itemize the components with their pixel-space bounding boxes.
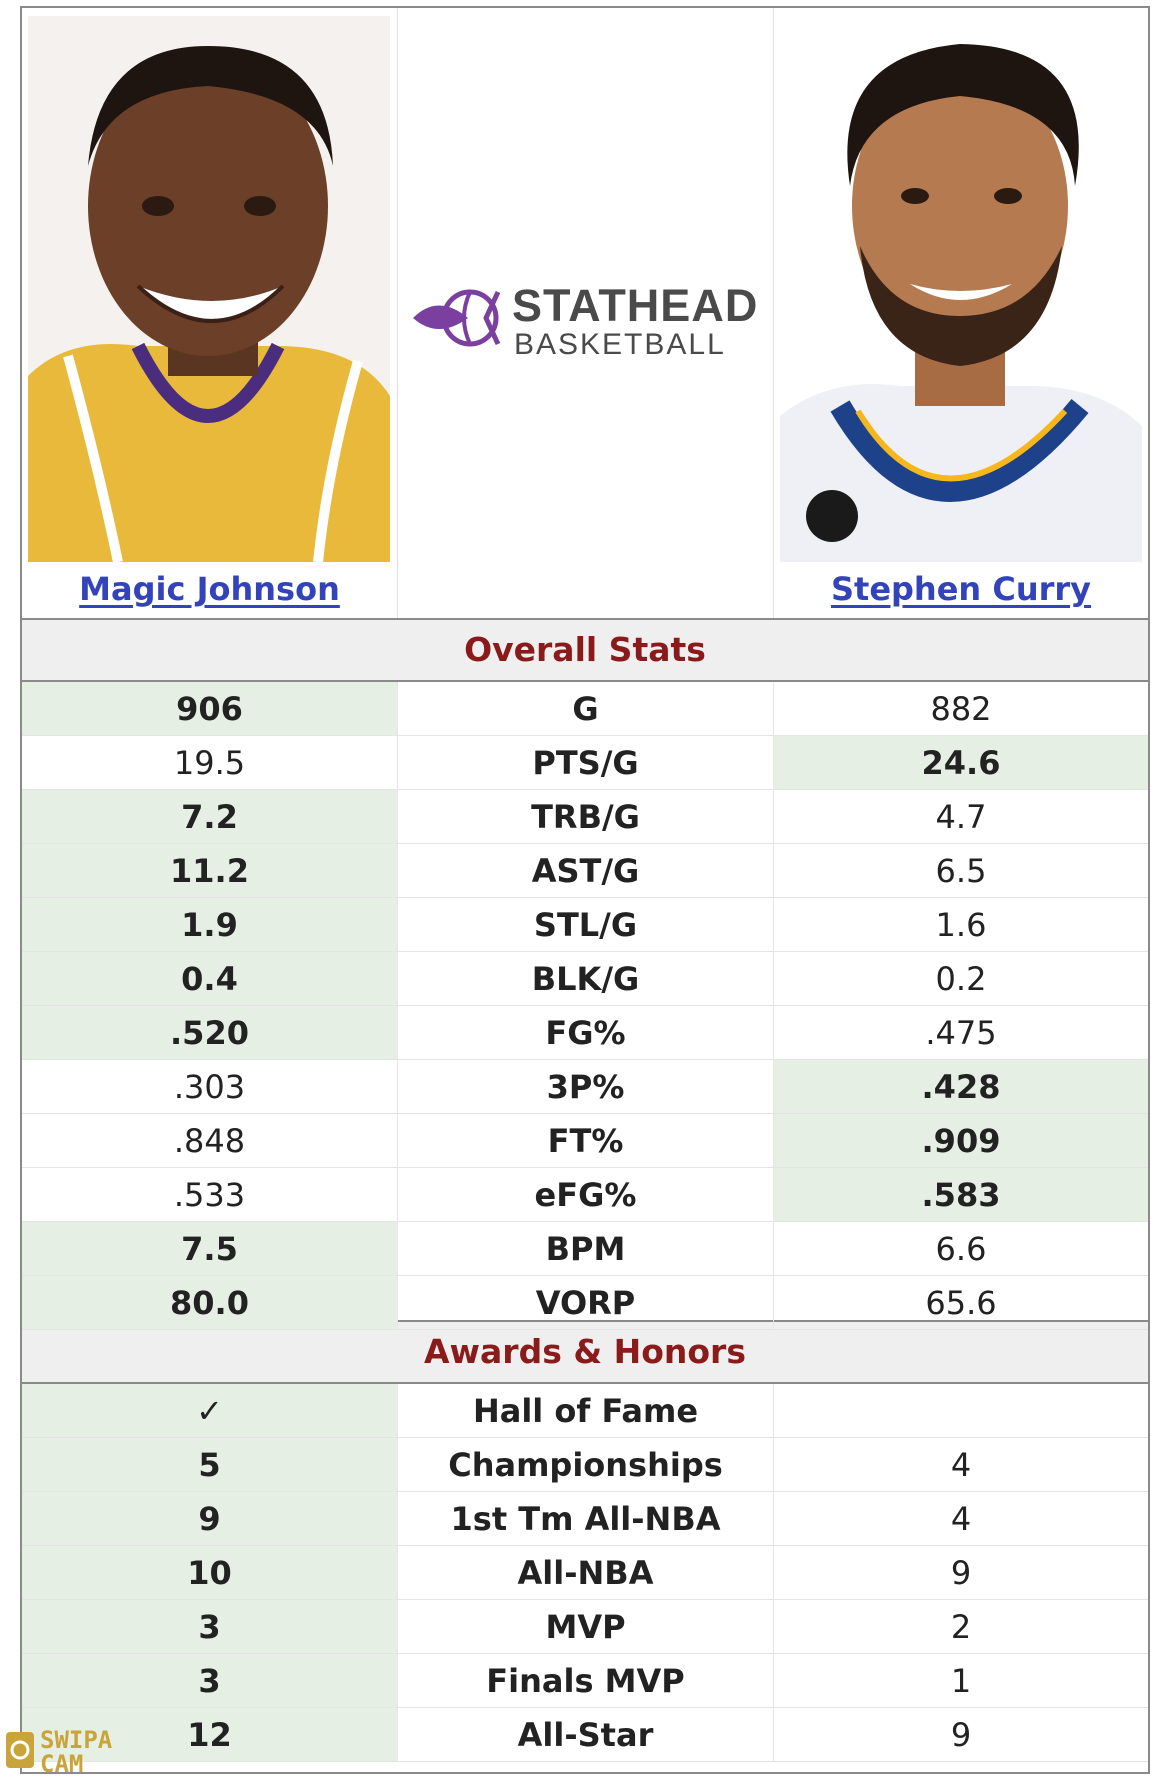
right-value-cell: 6.5 <box>774 844 1148 898</box>
stat-label-cell: FT% <box>398 1114 774 1168</box>
left-value-cell: 3 <box>22 1600 398 1654</box>
left-player-name-link[interactable]: Magic Johnson <box>79 570 340 608</box>
right-player-column: Stephen Curry <box>774 8 1148 618</box>
left-value-cell: .520 <box>22 1006 398 1060</box>
left-value-cell: ✓ <box>22 1384 398 1438</box>
table-row: 7.5 BPM 6.6 <box>22 1222 1148 1276</box>
right-value-cell: 9 <box>774 1708 1148 1762</box>
right-value-cell: 882 <box>774 682 1148 736</box>
left-value-cell: 0.4 <box>22 952 398 1006</box>
left-value-cell: 80.0 <box>22 1276 398 1330</box>
right-player-name-link[interactable]: Stephen Curry <box>830 570 1092 608</box>
stat-label-cell: 3P% <box>398 1060 774 1114</box>
table-row: 906 G 882 <box>22 682 1148 736</box>
left-value-cell: 3 <box>22 1654 398 1708</box>
left-value-cell: 7.2 <box>22 790 398 844</box>
right-value-cell: 0.2 <box>774 952 1148 1006</box>
swipa-logo-icon <box>6 1732 34 1768</box>
stat-label-cell: MVP <box>398 1600 774 1654</box>
table-row: 19.5 PTS/G 24.6 <box>22 736 1148 790</box>
stat-label-cell: AST/G <box>398 844 774 898</box>
table-row: 5 Championships 4 <box>22 1438 1148 1492</box>
stat-label-cell: VORP <box>398 1276 774 1330</box>
right-value-cell: 65.6 <box>774 1276 1148 1330</box>
center-logo-column: STATHEAD BASKETBALL <box>398 8 774 618</box>
stat-label-cell: Finals MVP <box>398 1654 774 1708</box>
table-row: .520 FG% .475 <box>22 1006 1148 1060</box>
comparison-card: Magic Johnson STATHEAD BASKETBALL <box>20 6 1150 1774</box>
table-row: 7.2 TRB/G 4.7 <box>22 790 1148 844</box>
right-value-cell: 1.6 <box>774 898 1148 952</box>
stat-label-cell: eFG% <box>398 1168 774 1222</box>
table-row: .303 3P% .428 <box>22 1060 1148 1114</box>
stat-label-cell: BPM <box>398 1222 774 1276</box>
right-value-cell: .475 <box>774 1006 1148 1060</box>
right-value-cell: 2 <box>774 1600 1148 1654</box>
table-row: 3 Finals MVP 1 <box>22 1654 1148 1708</box>
player-header: Magic Johnson STATHEAD BASKETBALL <box>22 8 1148 618</box>
stat-label-cell: Hall of Fame <box>398 1384 774 1438</box>
table-row: 1.9 STL/G 1.6 <box>22 898 1148 952</box>
right-value-cell: .909 <box>774 1114 1148 1168</box>
watermark-line-1: SWIPA <box>40 1726 113 1754</box>
right-value-cell: 4.7 <box>774 790 1148 844</box>
stat-label-cell: PTS/G <box>398 736 774 790</box>
left-value-cell: .533 <box>22 1168 398 1222</box>
table-row: 12 All-Star 9 <box>22 1708 1148 1762</box>
left-value-cell: 11.2 <box>22 844 398 898</box>
left-value-cell: 1.9 <box>22 898 398 952</box>
table-row: 11.2 AST/G 6.5 <box>22 844 1148 898</box>
right-value-cell <box>774 1384 1148 1438</box>
right-value-cell: 6.6 <box>774 1222 1148 1276</box>
stat-label-cell: TRB/G <box>398 790 774 844</box>
right-value-cell: 9 <box>774 1546 1148 1600</box>
left-value-cell: 906 <box>22 682 398 736</box>
left-player-column: Magic Johnson <box>22 8 398 618</box>
swipa-watermark: SWIPA CAM <box>4 1726 124 1778</box>
watermark-line-2: CAM <box>40 1750 84 1778</box>
stat-label-cell: FG% <box>398 1006 774 1060</box>
right-value-cell: 1 <box>774 1654 1148 1708</box>
right-value-cell: 4 <box>774 1492 1148 1546</box>
table-row: .533 eFG% .583 <box>22 1168 1148 1222</box>
left-value-cell: .848 <box>22 1114 398 1168</box>
left-value-cell: 12 <box>22 1708 398 1762</box>
right-value-cell: 4 <box>774 1438 1148 1492</box>
stat-label-cell: 1st Tm All-NBA <box>398 1492 774 1546</box>
logo-line-2: BASKETBALL <box>514 328 726 361</box>
table-row: ✓ Hall of Fame <box>22 1384 1148 1438</box>
right-value-cell: .583 <box>774 1168 1148 1222</box>
magic-johnson-photo <box>28 16 390 562</box>
left-value-cell: 9 <box>22 1492 398 1546</box>
table-row: 0.4 BLK/G 0.2 <box>22 952 1148 1006</box>
stephen-curry-photo <box>780 16 1142 562</box>
right-value-cell: 24.6 <box>774 736 1148 790</box>
logo-line-1: STATHEAD <box>512 280 759 331</box>
left-value-cell: 5 <box>22 1438 398 1492</box>
stat-label-cell: All-NBA <box>398 1546 774 1600</box>
table-row: 10 All-NBA 9 <box>22 1546 1148 1600</box>
stat-label-cell: Championships <box>398 1438 774 1492</box>
left-value-cell: .303 <box>22 1060 398 1114</box>
right-value-cell: .428 <box>774 1060 1148 1114</box>
basketball-logo-icon <box>413 289 501 347</box>
table-row: 80.0 VORP 65.6 <box>22 1276 1148 1330</box>
stathead-logo: STATHEAD BASKETBALL <box>408 268 764 368</box>
stat-label-cell: All-Star <box>398 1708 774 1762</box>
table-row: 3 MVP 2 <box>22 1600 1148 1654</box>
left-value-cell: 19.5 <box>22 736 398 790</box>
left-value-cell: 10 <box>22 1546 398 1600</box>
table-row: .848 FT% .909 <box>22 1114 1148 1168</box>
stat-label-cell: BLK/G <box>398 952 774 1006</box>
stat-label-cell: STL/G <box>398 898 774 952</box>
table-row: 9 1st Tm All-NBA 4 <box>22 1492 1148 1546</box>
section-header-awards: Awards & Honors <box>22 1320 1148 1384</box>
stat-label-cell: G <box>398 682 774 736</box>
left-value-cell: 7.5 <box>22 1222 398 1276</box>
section-header-overall: Overall Stats <box>22 618 1148 682</box>
